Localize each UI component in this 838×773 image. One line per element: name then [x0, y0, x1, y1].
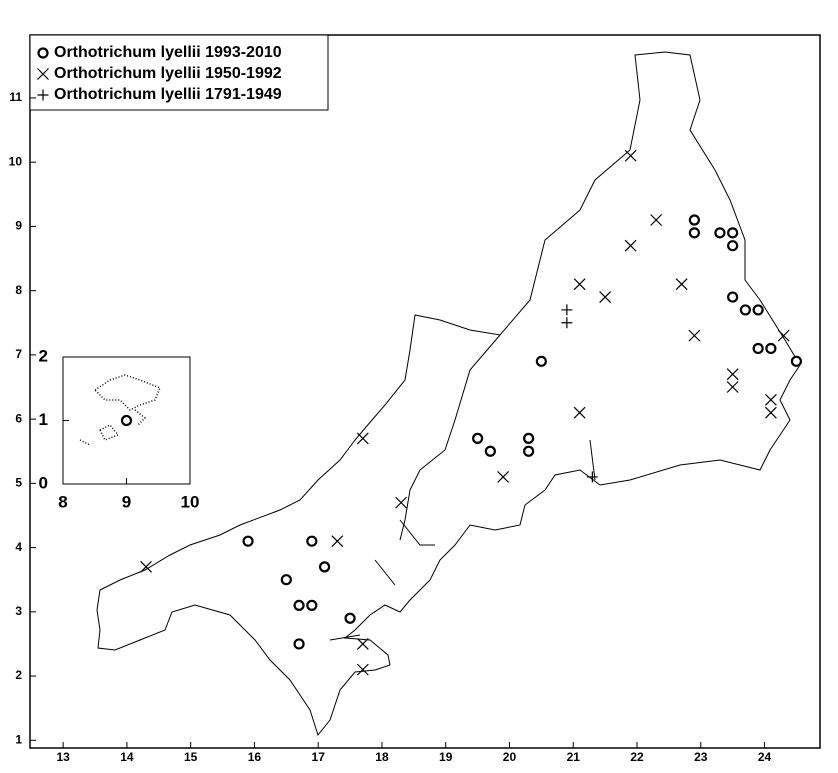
- point: [752, 342, 764, 355]
- point: [752, 304, 764, 316]
- y-tick-label: 8: [15, 283, 22, 297]
- legend-label: Orthotrichum lyellii 1791-1949: [54, 86, 282, 103]
- point: [293, 638, 305, 650]
- y-tick-label: 1: [39, 410, 48, 429]
- point: [331, 535, 344, 548]
- point: [356, 432, 369, 445]
- point: [688, 227, 700, 239]
- y-tick-label: 11: [9, 90, 22, 104]
- legend-label: Orthotrichum lyellii 1993-2010: [54, 44, 282, 61]
- y-tick-label: 7: [15, 347, 22, 361]
- point: [561, 304, 573, 316]
- point: [586, 471, 598, 483]
- vice-county-divide: [399, 334, 501, 541]
- point: [561, 317, 573, 329]
- point: [624, 149, 637, 162]
- point: [523, 432, 535, 444]
- point: [573, 406, 586, 419]
- point: [497, 471, 510, 483]
- x-tick-label: 14: [120, 750, 134, 764]
- x-tick-label: 20: [503, 750, 517, 764]
- inset-islands: [79, 374, 161, 446]
- point: [726, 368, 739, 381]
- x-tick-label: 23: [694, 750, 708, 764]
- legend-box: [29, 34, 329, 111]
- y-tick-label: 9: [15, 219, 22, 233]
- x-tick-label: 8: [58, 492, 67, 511]
- point: [688, 329, 701, 342]
- x-tick-label: 10: [181, 492, 200, 511]
- point: [395, 496, 408, 509]
- plot-frame: [29, 34, 821, 749]
- point: [573, 278, 586, 291]
- x-tick-label: 18: [375, 750, 389, 764]
- point: [140, 560, 152, 573]
- x-tick-label: 24: [758, 750, 772, 764]
- x-tick-label: 17: [312, 750, 326, 764]
- point: [727, 227, 739, 239]
- y-tick-label: 6: [15, 411, 22, 425]
- y-tick-label: 2: [15, 668, 22, 682]
- point: [764, 406, 777, 419]
- point: [242, 535, 254, 547]
- x-tick-label: 9: [122, 492, 131, 511]
- point: [484, 445, 496, 457]
- point: [650, 214, 663, 226]
- point: [764, 393, 777, 406]
- x-tick-label: 15: [184, 750, 198, 764]
- legend-marker: [37, 89, 49, 101]
- point: [306, 599, 318, 612]
- y-tick-label: 3: [15, 604, 22, 618]
- y-tick-label: 4: [15, 540, 22, 554]
- point: [472, 432, 484, 444]
- county-outline: [96, 51, 801, 737]
- y-tick-label: 1: [15, 732, 22, 746]
- point: [535, 355, 547, 367]
- point: [599, 291, 612, 304]
- point: [739, 304, 751, 316]
- point: [293, 599, 305, 612]
- point: [624, 239, 637, 252]
- point: [790, 355, 803, 367]
- x-tick-label: 22: [630, 750, 644, 764]
- river-lines: [329, 439, 596, 641]
- point: [765, 342, 777, 355]
- x-tick-label: 19: [439, 750, 453, 764]
- point: [714, 227, 726, 239]
- y-tick-label: 0: [39, 473, 48, 492]
- point: [344, 612, 356, 624]
- point: [777, 329, 790, 342]
- legend-marker: [37, 68, 49, 80]
- point: [356, 663, 369, 676]
- legend-label: Orthotrichum lyellii 1950-1992: [54, 65, 282, 82]
- x-tick-label: 13: [56, 750, 70, 764]
- y-tick-label: 10: [9, 154, 23, 168]
- y-tick-label: 5: [15, 476, 22, 490]
- point: [280, 574, 292, 586]
- point: [306, 535, 318, 547]
- x-tick-label: 16: [248, 750, 262, 764]
- point: [727, 240, 739, 252]
- legend-marker: [37, 47, 49, 59]
- point: [726, 381, 739, 393]
- point: [120, 414, 133, 427]
- x-tick-label: 21: [567, 750, 581, 764]
- point: [688, 214, 700, 226]
- point: [356, 638, 369, 650]
- y-tick-label: 2: [39, 346, 48, 365]
- point: [523, 445, 535, 457]
- point: [727, 291, 739, 303]
- point: [318, 561, 331, 573]
- point: [675, 278, 688, 291]
